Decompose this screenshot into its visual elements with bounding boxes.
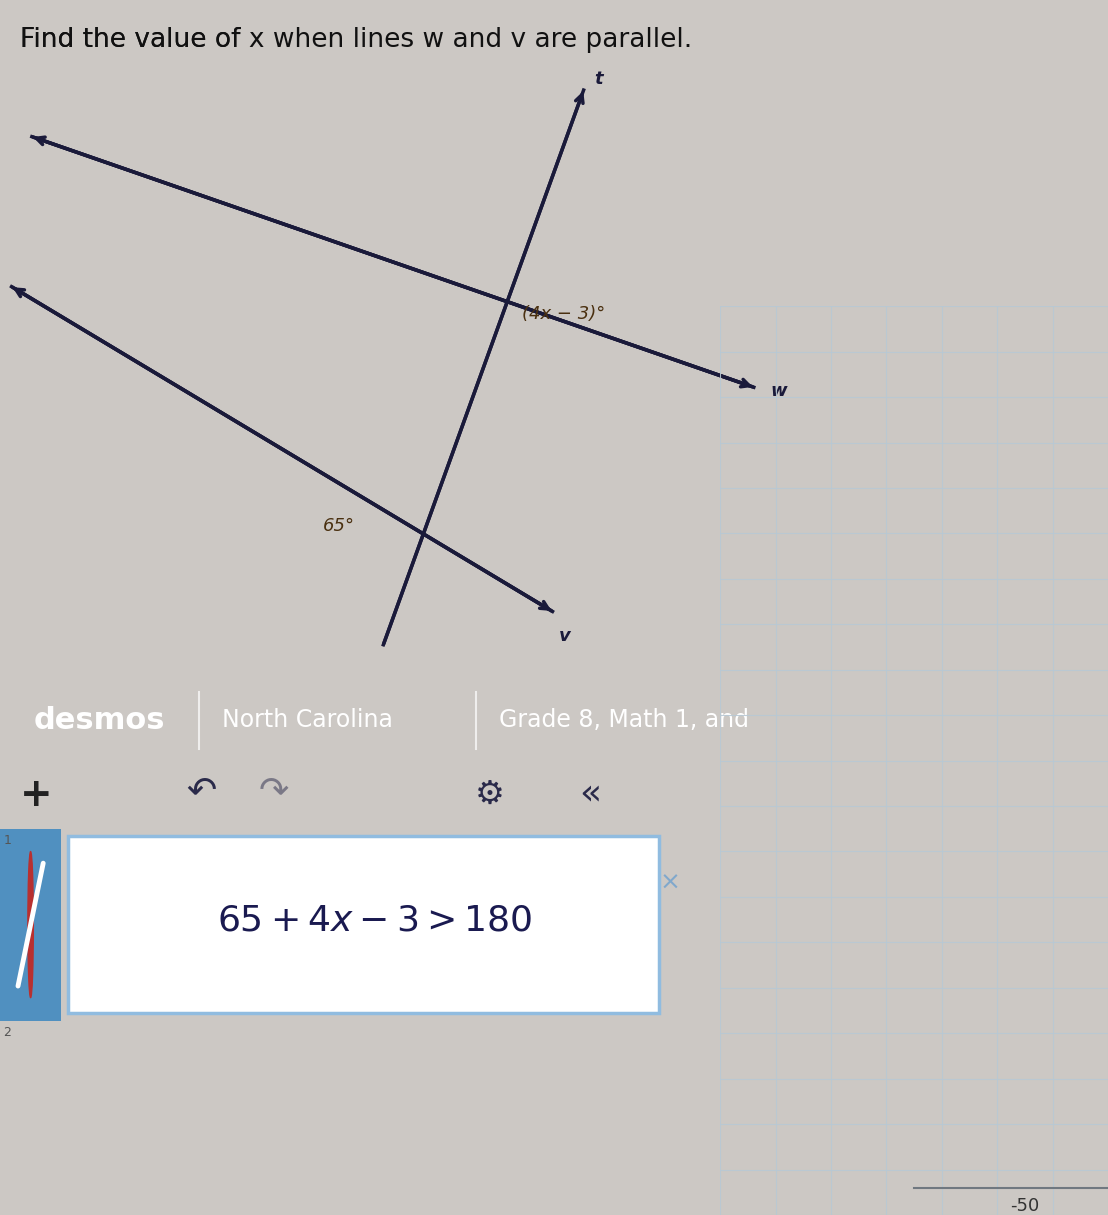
Text: ⚙: ⚙	[475, 778, 504, 812]
Text: $65 + 4x - 3 > 180$: $65 + 4x - 3 > 180$	[217, 904, 532, 938]
Text: Find the value of: Find the value of	[20, 27, 249, 53]
FancyBboxPatch shape	[69, 836, 659, 1013]
Text: 1: 1	[3, 835, 11, 847]
Text: +: +	[20, 775, 52, 814]
Text: t: t	[594, 70, 603, 89]
Text: 2: 2	[3, 1025, 11, 1039]
Text: North Carolina: North Carolina	[222, 708, 392, 733]
Text: ↷: ↷	[258, 774, 289, 808]
Text: w: w	[770, 383, 787, 400]
Circle shape	[28, 852, 33, 998]
Text: ↶: ↶	[186, 774, 217, 808]
Bar	[0, 829, 61, 1021]
Text: ×: ×	[659, 870, 680, 894]
Text: -50: -50	[1010, 1197, 1039, 1215]
Text: Grade 8, Math 1, and: Grade 8, Math 1, and	[499, 708, 749, 733]
Text: 65°: 65°	[322, 516, 355, 535]
Text: v: v	[560, 627, 571, 645]
Text: «: «	[579, 778, 602, 812]
Text: (4x − 3)°: (4x − 3)°	[522, 305, 606, 323]
Text: desmos: desmos	[33, 706, 165, 735]
Text: Find the value of x when lines w and v are parallel.: Find the value of x when lines w and v a…	[20, 27, 692, 53]
